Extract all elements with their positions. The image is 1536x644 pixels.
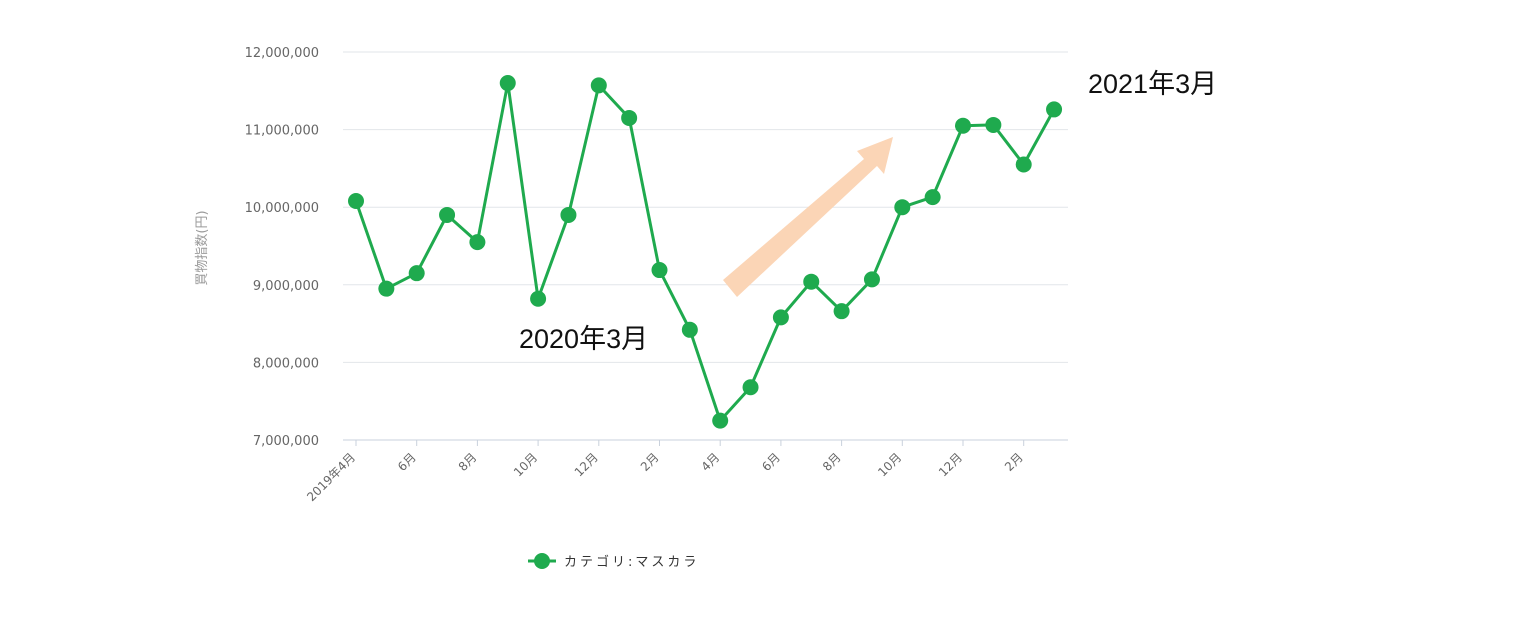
data-point[interactable] bbox=[712, 412, 729, 429]
data-point[interactable] bbox=[560, 206, 577, 223]
data-point[interactable] bbox=[894, 199, 911, 216]
x-tick-label: 8月 bbox=[456, 450, 480, 474]
y-tick-label: 8,000,000 bbox=[253, 356, 319, 371]
y-tick-label: 7,000,000 bbox=[253, 434, 319, 449]
data-point[interactable] bbox=[439, 206, 456, 223]
legend: カテゴリ:マスカラ bbox=[528, 553, 699, 570]
data-point[interactable] bbox=[530, 290, 547, 307]
data-point[interactable] bbox=[348, 192, 364, 209]
data-point[interactable] bbox=[378, 280, 395, 297]
series-line bbox=[354, 81, 1056, 423]
x-tick-label: 10月 bbox=[875, 450, 904, 479]
legend-dot-marker bbox=[534, 553, 550, 569]
y-tick-label: 9,000,000 bbox=[253, 279, 319, 294]
x-tick-label: 6月 bbox=[759, 450, 783, 474]
data-point[interactable] bbox=[651, 262, 668, 279]
data-point[interactable] bbox=[803, 273, 820, 290]
annotation-2021-03: 2021年3月 bbox=[1088, 69, 1217, 99]
data-point[interactable] bbox=[469, 234, 486, 251]
data-point[interactable] bbox=[863, 271, 880, 288]
data-point[interactable] bbox=[408, 265, 425, 282]
grid-lines bbox=[343, 51, 1068, 441]
data-point[interactable] bbox=[590, 77, 607, 94]
x-tick-label: 2月 bbox=[1002, 450, 1026, 474]
x-tick-label: 10月 bbox=[511, 450, 540, 479]
data-point[interactable] bbox=[1015, 156, 1032, 173]
x-tick-label: 12月 bbox=[936, 450, 965, 479]
y-tick-label: 12,000,000 bbox=[245, 46, 319, 61]
data-point[interactable] bbox=[924, 189, 941, 206]
x-tick-label: 4月 bbox=[699, 450, 723, 474]
x-tick-label: 2019年4月 bbox=[304, 450, 358, 504]
data-point[interactable] bbox=[833, 303, 850, 320]
data-point[interactable] bbox=[681, 321, 698, 338]
annotation-2020-03: 2020年3月 bbox=[519, 324, 648, 354]
y-tick-labels: 7,000,000 8,000,000 9,000,000 10,000,000 11,… bbox=[245, 46, 319, 449]
legend-label: カテゴリ:マスカラ bbox=[564, 554, 699, 570]
data-point[interactable] bbox=[985, 116, 1002, 133]
y-tick-label: 10,000,000 bbox=[245, 201, 319, 216]
trend-arrow-icon bbox=[723, 137, 893, 297]
data-point[interactable] bbox=[955, 117, 971, 134]
x-tick-label: 8月 bbox=[820, 450, 844, 474]
x-tick-labels: 2019年4月 6月 8月 10月 12月 2月 4月 6月 8月 10月 12月 2月 bbox=[304, 440, 1026, 504]
series-mascara bbox=[348, 75, 1063, 429]
y-tick-label: 11,000,000 bbox=[245, 124, 319, 139]
data-point[interactable] bbox=[621, 109, 638, 126]
data-point[interactable] bbox=[1046, 101, 1063, 118]
data-point[interactable] bbox=[499, 75, 516, 92]
x-tick-label: 6月 bbox=[395, 450, 419, 474]
data-point[interactable] bbox=[772, 309, 789, 326]
x-tick-label: 2月 bbox=[638, 450, 662, 474]
x-tick-label: 12月 bbox=[572, 450, 601, 479]
data-point[interactable] bbox=[742, 379, 759, 396]
y-axis-label: 買物指数(円) bbox=[195, 210, 210, 285]
